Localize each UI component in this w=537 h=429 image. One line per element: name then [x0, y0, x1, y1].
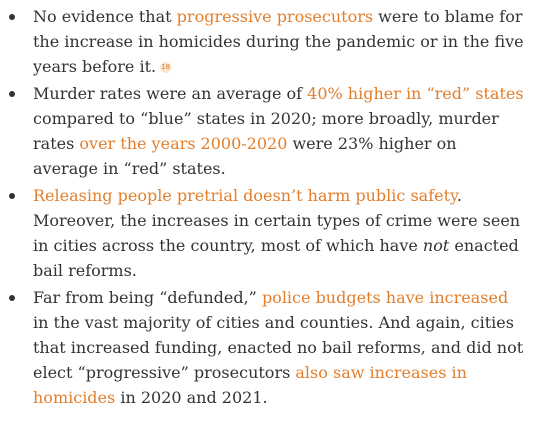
list-item: Far from being “defunded,” police budget…	[0, 285, 525, 410]
item-text: Murder rates were an average of	[33, 84, 308, 103]
item-text: were 23% higher on average in “red” stat…	[33, 134, 457, 178]
police-budgets-link[interactable]: police budgets have increased	[261, 288, 509, 307]
years-2000-2020-link[interactable]: over the years 2000-2020	[79, 134, 288, 153]
bullet-icon	[9, 91, 15, 97]
item-text: in the vast majority of cities and count…	[33, 313, 524, 382]
emphasis-text: not	[422, 236, 450, 255]
pretrial-release-link[interactable]: Releasing people pretrial doesn’t harm p…	[33, 186, 457, 205]
red-states-murder-rate-link[interactable]: 40% higher in “red” states	[307, 84, 524, 103]
list-item: No evidence that progressive prosecutors…	[0, 4, 525, 79]
item-text: Far from being “defunded,”	[33, 288, 262, 307]
list-item: Murder rates were an average of 40% high…	[0, 81, 525, 181]
progressive-prosecutors-link[interactable]: progressive prosecutors	[176, 7, 374, 26]
item-text: . Moreover, the increases in certain typ…	[33, 186, 521, 255]
item-text: No evidence that	[33, 7, 177, 26]
bullet-list: No evidence that progressive prosecutors…	[0, 4, 525, 410]
item-text: in 2020 and 2021.	[115, 388, 268, 407]
item-text: enacted bail reforms.	[33, 236, 519, 280]
item-text: compared to “blue” states in 2020; more …	[33, 109, 499, 153]
footnote-marker[interactable]: 18	[160, 62, 172, 73]
bullet-icon	[9, 193, 15, 199]
homicide-increases-link[interactable]: also saw increases in homicides	[33, 363, 467, 407]
bullet-icon	[9, 14, 15, 20]
list-item: Releasing people pretrial doesn’t harm p…	[0, 183, 525, 283]
item-text: were to blame for the increase in homici…	[33, 7, 524, 76]
bullet-icon	[9, 295, 15, 301]
